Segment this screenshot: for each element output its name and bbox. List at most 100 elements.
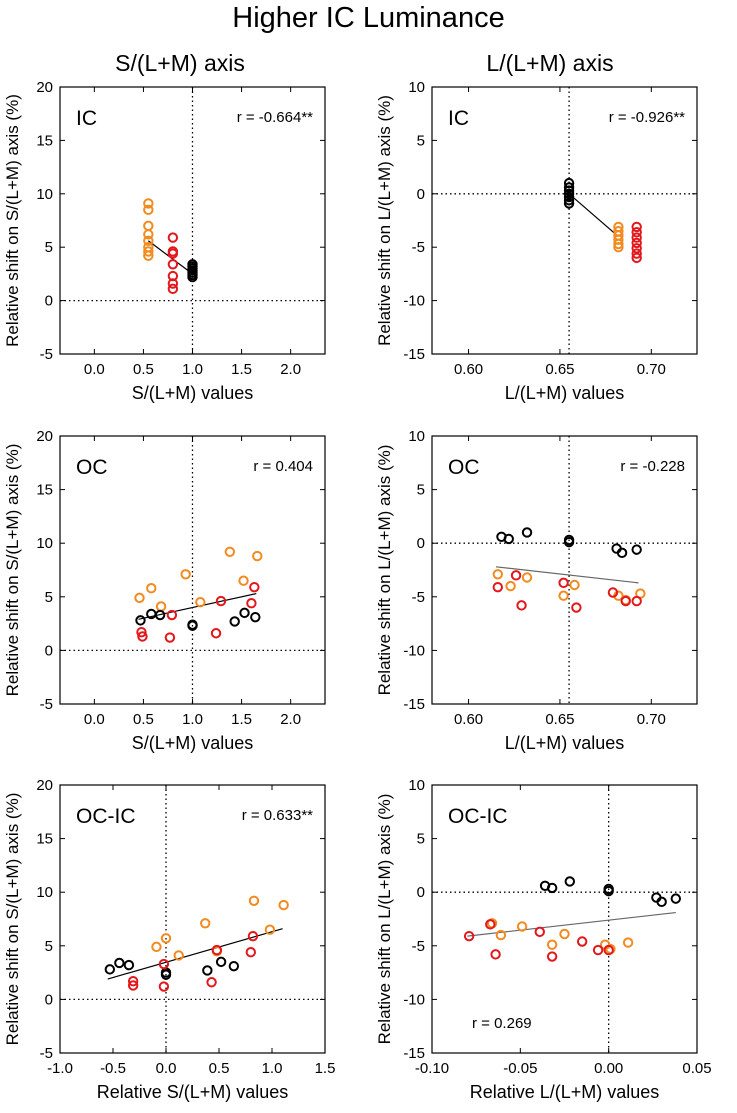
data-point-black bbox=[563, 188, 575, 200]
data-point-red bbox=[631, 252, 642, 264]
data-point-red bbox=[607, 587, 619, 598]
data-point-red bbox=[127, 980, 139, 991]
x-tick-label: 0.70 bbox=[637, 361, 666, 378]
y-tick-label: -5 bbox=[412, 239, 425, 256]
panel-label: IC bbox=[76, 107, 97, 130]
data-point-orange bbox=[264, 924, 276, 935]
x-axis-label: Relative L/(L+M) values bbox=[470, 1082, 660, 1102]
data-point-black bbox=[228, 960, 240, 972]
data-point-red bbox=[167, 283, 179, 295]
y-tick-label: 20 bbox=[36, 79, 53, 96]
data-point-red bbox=[631, 237, 642, 249]
y-tick-label: -10 bbox=[403, 991, 425, 1008]
data-point-orange bbox=[521, 572, 533, 583]
y-tick-label: -5 bbox=[40, 1045, 53, 1062]
x-axis-label: S/(L+M) values bbox=[132, 733, 254, 753]
x-tick-label: 0.60 bbox=[454, 361, 483, 378]
data-point-red bbox=[137, 631, 148, 642]
y-tick-label: 0 bbox=[417, 535, 425, 552]
y-tick-label: 20 bbox=[36, 428, 53, 445]
data-point-red bbox=[167, 278, 179, 289]
data-point-orange bbox=[546, 939, 558, 950]
y-tick-label: 0 bbox=[45, 642, 53, 659]
y-tick-label: 0 bbox=[45, 991, 53, 1008]
data-point-red bbox=[510, 570, 522, 581]
y-tick-label: 5 bbox=[45, 239, 53, 256]
data-point-red bbox=[603, 944, 614, 956]
y-tick-label: 10 bbox=[408, 428, 425, 445]
x-tick-label: 1.0 bbox=[262, 1060, 283, 1077]
data-point-orange bbox=[143, 250, 154, 261]
chart-panel-3: -5 0 5 10 15 20 0.0 0.5 1.0 1.5 2.0 S/(L+M) values R… bbox=[3, 428, 326, 753]
y-tick-label: -5 bbox=[40, 346, 53, 363]
x-tick-label: 2.0 bbox=[280, 711, 301, 728]
y-axis-label: Relative shift on L/(L+M) axis (%) bbox=[375, 794, 394, 1045]
data-point-red bbox=[247, 930, 259, 942]
y-tick-label: 5 bbox=[417, 831, 425, 848]
data-point-orange bbox=[173, 950, 184, 961]
data-point-black bbox=[160, 969, 172, 980]
data-point-red bbox=[631, 221, 642, 233]
x-tick-label: 0.0 bbox=[84, 711, 105, 728]
data-point-orange bbox=[613, 242, 624, 253]
y-tick-label: 15 bbox=[36, 482, 53, 499]
data-point-black bbox=[215, 956, 227, 968]
data-point-orange bbox=[238, 575, 249, 586]
data-point-black bbox=[123, 959, 135, 971]
data-point-red bbox=[492, 581, 503, 593]
correlation-label: r = -0.926** bbox=[609, 109, 685, 126]
data-point-red bbox=[245, 947, 257, 958]
data-point-black bbox=[563, 536, 575, 548]
y-tick-label: -15 bbox=[403, 1045, 425, 1062]
correlation-label: r = -0.228 bbox=[620, 458, 685, 475]
data-point-orange bbox=[143, 220, 154, 232]
y-axis-label: Relative shift on L/(L+M) axis (%) bbox=[375, 445, 394, 696]
correlation-label: r = 0.269 bbox=[472, 1015, 532, 1032]
data-point-red bbox=[127, 975, 139, 987]
data-point-orange bbox=[613, 238, 624, 250]
y-tick-label: 10 bbox=[408, 777, 425, 794]
data-point-red bbox=[576, 936, 588, 947]
data-point-orange bbox=[505, 580, 516, 592]
regression-line bbox=[138, 592, 257, 620]
data-point-black bbox=[564, 876, 575, 887]
y-tick-label: 0 bbox=[45, 293, 53, 310]
data-point-red bbox=[246, 598, 257, 609]
regression-line bbox=[568, 193, 619, 237]
y-tick-label: 15 bbox=[36, 831, 53, 848]
data-point-orange bbox=[155, 601, 167, 612]
data-point-black bbox=[521, 527, 533, 538]
data-point-red bbox=[215, 595, 227, 607]
data-point-orange bbox=[224, 546, 235, 557]
y-tick-label: 5 bbox=[45, 589, 53, 606]
x-axis-label: Relative S/(L+M) values bbox=[97, 1082, 289, 1102]
x-tick-label: -1.0 bbox=[47, 1060, 73, 1077]
y-tick-label: -5 bbox=[412, 938, 425, 955]
x-tick-label: 0.60 bbox=[454, 711, 483, 728]
data-point-orange bbox=[134, 592, 145, 604]
data-point-red bbox=[631, 595, 642, 607]
data-point-red bbox=[534, 926, 545, 938]
data-point-black bbox=[670, 893, 681, 904]
data-point-red bbox=[620, 595, 631, 607]
data-point-orange bbox=[558, 590, 569, 601]
y-tick-label: 5 bbox=[45, 938, 53, 955]
chart-panel-1: -5 0 5 10 15 20 0.0 0.5 1.0 1.5 2.0 S/(L+M) values R… bbox=[3, 79, 326, 403]
x-tick-label: -0.5 bbox=[100, 1060, 126, 1077]
x-tick-label: 1.0 bbox=[182, 711, 203, 728]
data-point-black bbox=[656, 896, 667, 908]
data-point-black bbox=[563, 191, 575, 203]
data-point-black bbox=[239, 607, 250, 619]
data-point-black bbox=[187, 620, 198, 631]
correlation-label: r = 0.633** bbox=[242, 807, 313, 824]
x-tick-label: 2.0 bbox=[280, 361, 301, 378]
x-axis-label: S/(L+M) values bbox=[132, 383, 254, 403]
x-tick-label: 0.0 bbox=[156, 1060, 177, 1077]
data-point-orange bbox=[559, 928, 570, 940]
x-tick-label: 0.00 bbox=[594, 1060, 623, 1077]
y-tick-label: 5 bbox=[417, 482, 425, 499]
regression-line bbox=[107, 928, 283, 980]
data-point-red bbox=[546, 951, 558, 962]
y-tick-label: 10 bbox=[36, 884, 53, 901]
